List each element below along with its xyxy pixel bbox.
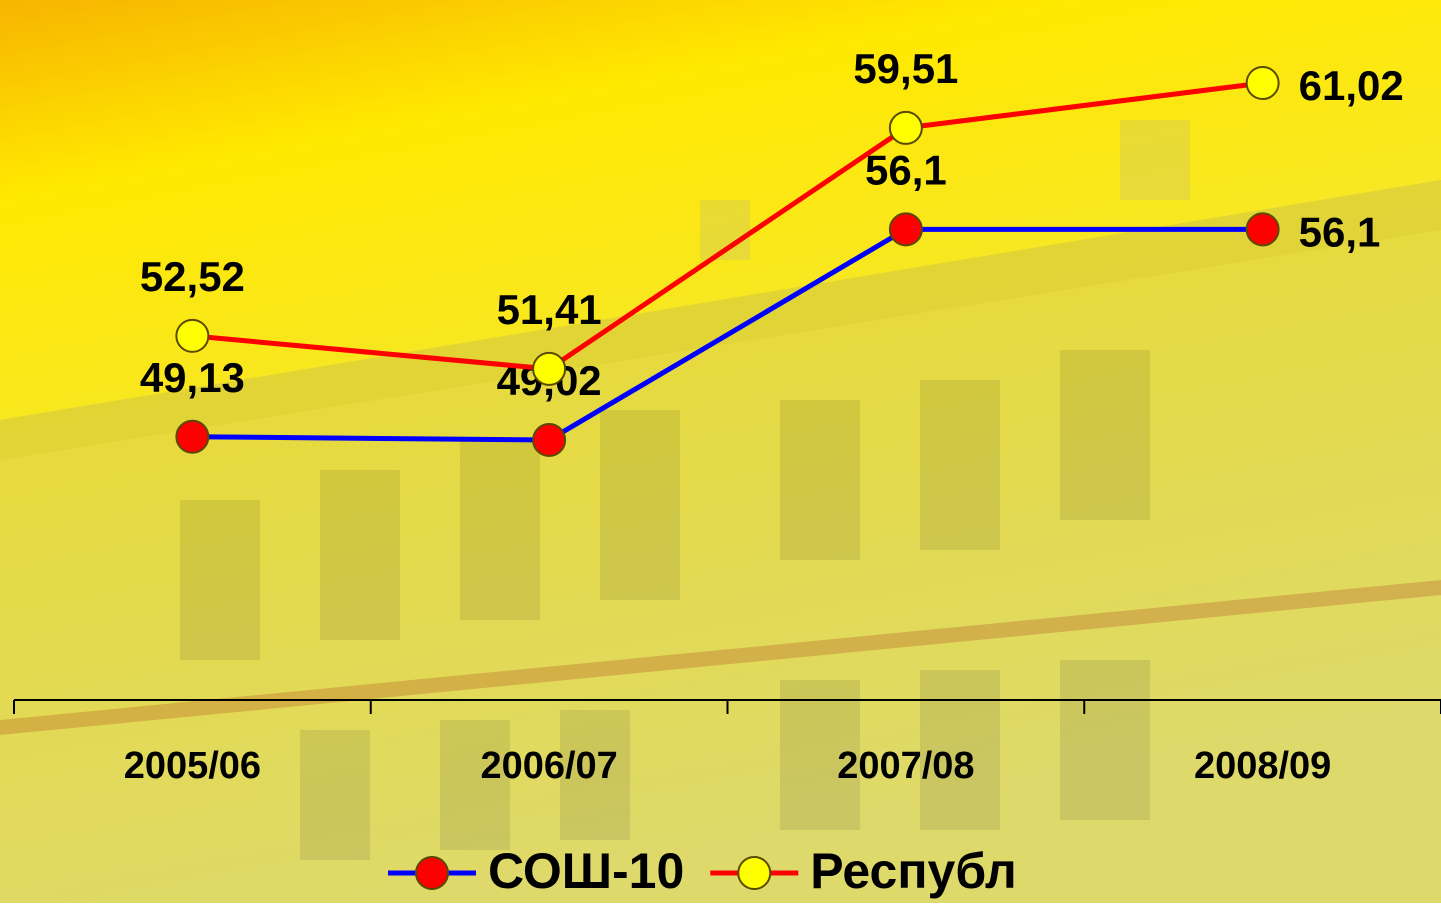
x-tick-label: 2006/07 (480, 745, 617, 787)
data-label: 56,1 (1299, 208, 1381, 255)
data-point (890, 112, 922, 144)
data-point (533, 424, 565, 456)
data-point (1247, 67, 1279, 99)
data-point (176, 421, 208, 453)
data-label: 59,51 (853, 45, 958, 92)
legend-label: СОШ-10 (488, 843, 684, 899)
x-tick-label: 2005/06 (124, 745, 261, 787)
legend-marker (416, 857, 448, 889)
data-label: 51,41 (497, 286, 602, 333)
data-label: 61,02 (1299, 62, 1404, 109)
chart: 2005/062006/072007/082008/0949,1349,0256… (0, 0, 1441, 903)
x-tick-label: 2007/08 (837, 745, 974, 787)
data-point (1247, 213, 1279, 245)
data-point (176, 320, 208, 352)
data-label: 52,52 (140, 253, 245, 300)
data-label: 49,13 (140, 354, 245, 401)
data-point (533, 353, 565, 385)
data-point (890, 213, 922, 245)
data-label: 56,1 (865, 146, 947, 193)
legend-label: Республ (810, 843, 1016, 899)
x-tick-label: 2008/09 (1194, 745, 1331, 787)
legend-marker (738, 857, 770, 889)
